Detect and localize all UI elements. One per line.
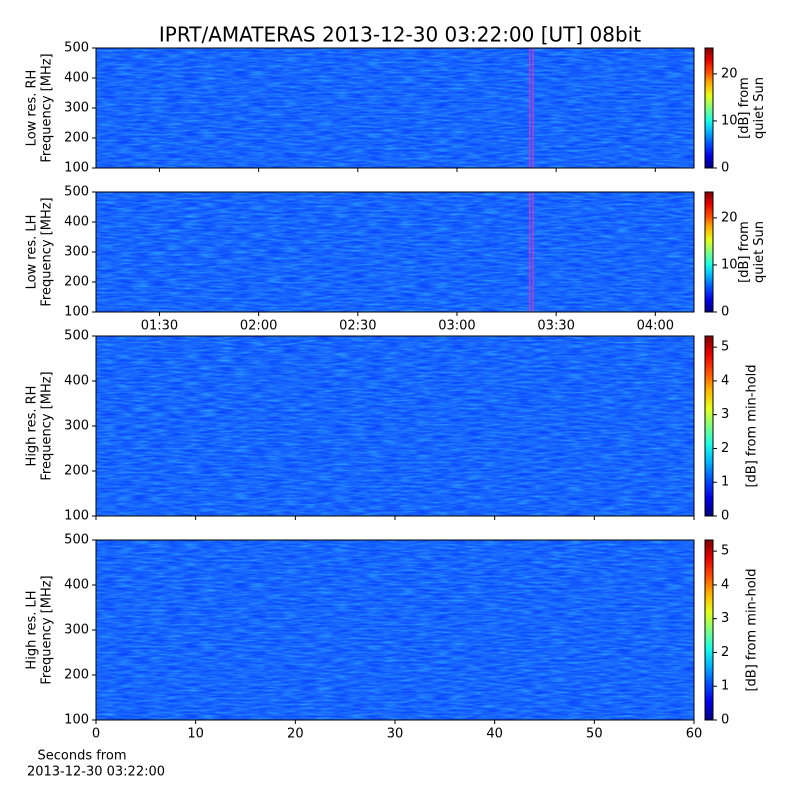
colorbar-tick-label: 1	[721, 679, 729, 694]
x-axis-label: 2013-12-30 03:22:00	[27, 765, 165, 780]
x-tick-label: 60	[686, 727, 703, 742]
colorbar-tick-label: 3	[721, 407, 729, 422]
colorbar-tick-label: 10	[721, 113, 738, 128]
x-tick-label: 30	[387, 727, 404, 742]
colorbar	[704, 539, 714, 721]
x-tick-label: 0	[92, 727, 100, 742]
colorbar	[704, 47, 714, 169]
colorbar-label: [dB] from min-hold	[745, 364, 760, 487]
x-tick-label: 02:30	[339, 319, 376, 334]
spectrogram-texture	[96, 336, 694, 516]
y-tick-label: 200	[64, 275, 89, 290]
y-tick-label: 200	[64, 668, 89, 683]
y-axis-label: Frequency [MHz]	[40, 575, 55, 684]
y-axis-label: High res. RH	[25, 386, 40, 467]
colorbar-tick-label: 0	[721, 509, 729, 524]
colorbar	[704, 335, 714, 517]
colorbar-tick-label: 0	[721, 161, 729, 176]
x-tick-label: 50	[586, 727, 603, 742]
x-tick-label: 02:00	[240, 319, 277, 334]
spectrogram-texture	[96, 192, 694, 312]
y-tick-label: 300	[64, 245, 89, 260]
x-tick-label: 04:00	[637, 319, 674, 334]
colorbar-tick-label: 0	[721, 305, 729, 320]
x-tick-label: 20	[287, 727, 304, 742]
y-tick-label: 200	[64, 464, 89, 479]
colorbar-tick-label: 5	[721, 544, 729, 559]
colorbar	[704, 191, 714, 313]
y-tick-label: 400	[64, 374, 89, 389]
figure-title: IPRT/AMATERAS 2013-12-30 03:22:00 [UT] 0…	[159, 23, 641, 47]
colorbar-tick-label: 4	[721, 577, 729, 592]
y-axis-label: Frequency [MHz]	[40, 197, 55, 306]
x-tick-label: 10	[187, 727, 204, 742]
colorbar-tick-label: 3	[721, 611, 729, 626]
y-axis-label: Low res. RH	[25, 70, 40, 147]
spectrogram-texture	[96, 48, 694, 168]
colorbar-tick-label: 20	[721, 210, 738, 225]
y-tick-label: 100	[64, 713, 89, 728]
x-axis-label: Seconds from	[37, 749, 126, 764]
y-axis-label: Frequency [MHz]	[40, 53, 55, 162]
x-tick-label: 40	[486, 727, 503, 742]
y-tick-label: 400	[64, 71, 89, 86]
y-tick-label: 300	[64, 101, 89, 116]
x-tick-label: 01:30	[141, 319, 178, 334]
colorbar-tick-label: 5	[721, 340, 729, 355]
colorbar-label: quiet Sun	[752, 77, 767, 139]
y-tick-label: 100	[64, 305, 89, 320]
colorbar-tick-label: 10	[721, 257, 738, 272]
y-tick-label: 500	[64, 329, 89, 344]
y-tick-label: 200	[64, 131, 89, 146]
y-axis-label: High res. LH	[25, 590, 40, 669]
y-tick-label: 300	[64, 419, 89, 434]
x-tick-label: 03:30	[537, 319, 574, 334]
colorbar-tick-label: 4	[721, 373, 729, 388]
y-axis-label: Low res. LH	[25, 215, 40, 290]
colorbar-tick-label: 2	[721, 645, 729, 660]
colorbar-label: [dB] from min-hold	[745, 568, 760, 691]
y-tick-label: 100	[64, 161, 89, 176]
y-tick-label: 400	[64, 578, 89, 593]
y-tick-label: 300	[64, 623, 89, 638]
colorbar-label: quiet Sun	[752, 221, 767, 283]
y-tick-label: 500	[64, 41, 89, 56]
colorbar-tick-label: 0	[721, 713, 729, 728]
y-axis-label: Frequency [MHz]	[40, 371, 55, 480]
colorbar-tick-label: 1	[721, 475, 729, 490]
colorbar-label: [dB] from	[737, 77, 752, 139]
x-tick-label: 03:00	[438, 319, 475, 334]
y-tick-label: 100	[64, 509, 89, 524]
colorbar-tick-label: 2	[721, 441, 729, 456]
colorbar-tick-label: 20	[721, 66, 738, 81]
spectrogram-texture	[96, 540, 694, 720]
y-tick-label: 500	[64, 185, 89, 200]
y-tick-label: 400	[64, 215, 89, 230]
y-tick-label: 500	[64, 533, 89, 548]
colorbar-label: [dB] from	[737, 221, 752, 283]
